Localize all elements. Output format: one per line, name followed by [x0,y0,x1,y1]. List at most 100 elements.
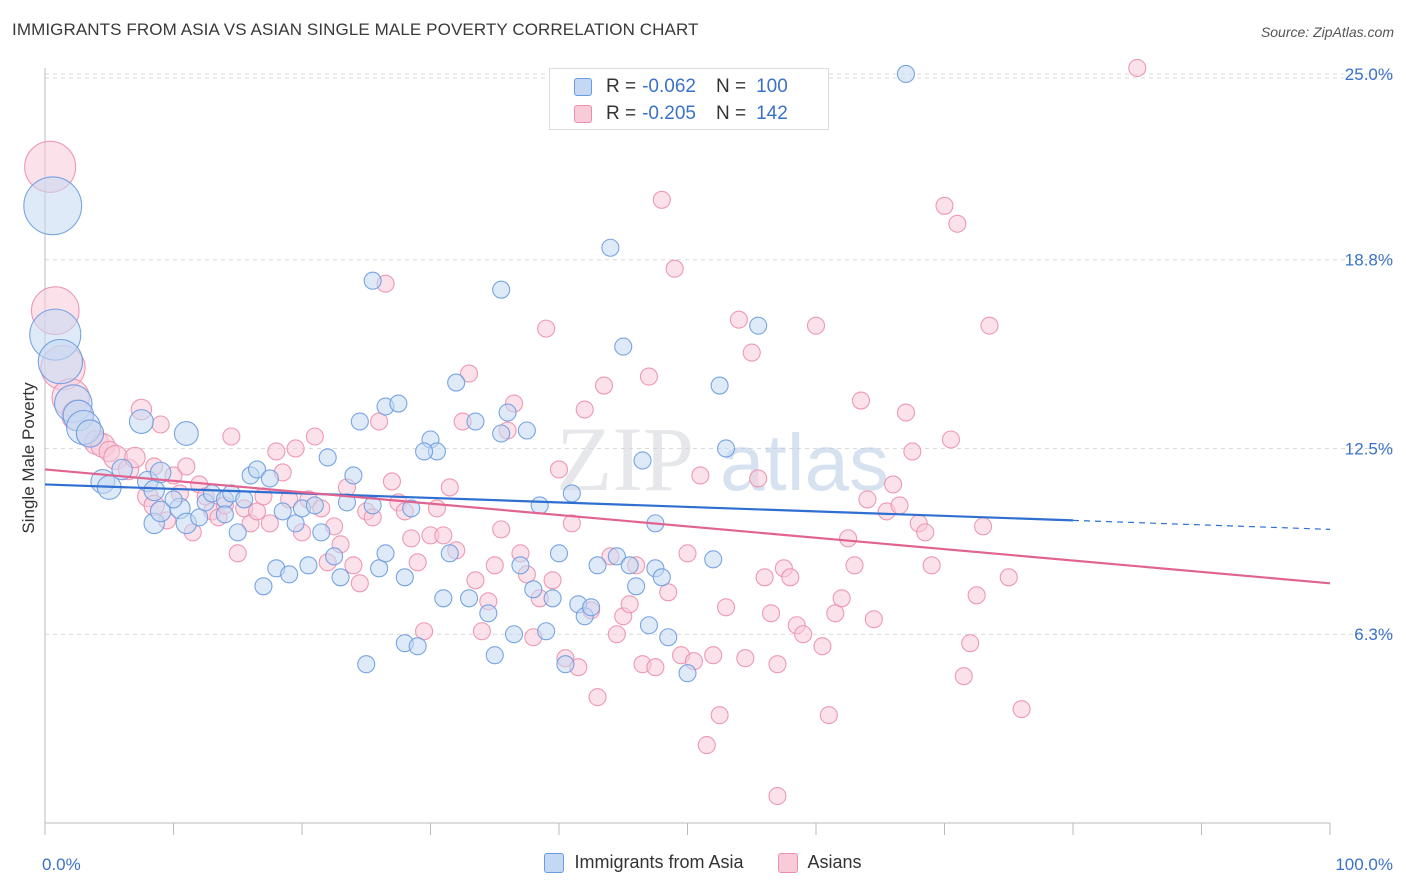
point-immigrants [549,544,569,563]
point-asians [864,610,883,629]
point-asians [254,487,273,506]
point-immigrants [614,337,633,356]
point-asians [903,442,922,461]
stats-swatch-asians [574,105,592,123]
point-asians [434,526,453,545]
point-immigrants [601,238,620,257]
point-immigrants [710,376,729,395]
point-immigrants [530,496,549,515]
stats-n-value: 100 [756,76,788,97]
point-immigrants [23,176,83,236]
x-tick-label: 0.0% [42,855,81,874]
point-immigrants [543,589,562,608]
point-immigrants [395,568,414,587]
point-asians [646,658,665,677]
point-asians [492,520,511,539]
point-asians [440,478,459,497]
point-asians [459,364,479,383]
point-immigrants [434,589,453,608]
point-asians [151,415,170,434]
y-tick-label: 12.5% [1345,439,1393,458]
point-asians [427,499,446,518]
point-asians [639,367,659,386]
point-asians [543,571,562,590]
point-asians [768,655,787,674]
stats-r-label: R = [606,76,637,97]
legend-item-asians[interactable]: Asians [777,852,862,873]
stats-n-label: N = [715,103,747,124]
point-immigrants [659,628,678,647]
point-asians [884,475,903,494]
point-immigrants [639,616,659,635]
point-asians [659,583,678,602]
point-immigrants [408,637,427,656]
bottom-legend: Immigrants from Asia Asians [0,852,1406,873]
point-immigrants [331,568,350,587]
point-immigrants [376,544,395,563]
point-asians [961,634,980,653]
legend-item-immigrants[interactable]: Immigrants from Asia [544,852,744,873]
legend-label-asians: Asians [807,852,862,872]
point-immigrants [305,496,324,515]
point-immigrants [447,373,466,392]
point-immigrants [235,490,254,509]
point-asians [286,439,305,458]
point-immigrants [466,412,485,431]
stats-n-label: N = [715,76,747,97]
point-immigrants [517,421,536,440]
point-asians [954,667,973,686]
point-asians [588,688,607,707]
point-asians [851,391,871,410]
point-asians [697,736,716,755]
point-immigrants [479,604,498,623]
point-immigrants [357,655,376,674]
point-asians [1128,58,1147,78]
trend-line-asians [44,468,1331,585]
legend-swatch-asians [777,852,798,873]
point-immigrants [537,622,556,641]
point-asians [415,622,434,641]
stats-swatch-immigrants [574,78,592,96]
legend-swatch-immigrants [544,852,565,873]
point-immigrants [75,419,105,448]
point-asians [267,442,286,461]
point-asians [948,214,967,233]
stats-r-value: -0.205 [642,103,696,124]
point-immigrants [280,565,299,584]
point-asians [980,316,999,335]
point-asians [761,604,781,623]
point-immigrants [749,316,768,335]
point-immigrants [620,556,639,575]
point-asians [620,595,639,614]
point-asians [826,604,845,623]
y-axis-label: Single Male Poverty [19,382,38,534]
x-tick-label: 100.0% [1335,855,1393,874]
point-immigrants [607,547,626,566]
point-immigrants [627,577,646,596]
point-immigrants [440,544,459,563]
point-asians [382,472,402,491]
point-immigrants [704,550,723,569]
point-immigrants [896,64,916,84]
point-asians [537,319,556,338]
point-asians [607,625,626,644]
point-immigrants [164,490,183,509]
chart-title: IMMIGRANTS FROM ASIA VS ASIAN SINGLE MAL… [12,20,699,39]
stats-n-value: 142 [756,103,788,124]
gridlines [45,73,1395,635]
stats-r-label: R = [606,103,637,124]
tick-labels: 6.3% 12.5% 18.8% 25.0% 0.0% 100.0% [42,65,1393,874]
point-asians [710,706,729,725]
point-asians [350,574,369,593]
point-immigrants [149,461,172,484]
point-asians [344,556,363,575]
point-asians [896,403,916,422]
point-asians [755,568,774,587]
point-immigrants [588,556,607,575]
trend-lines [44,468,1331,585]
stats-row-immigrants: R = -0.062 N = 100 [574,74,788,100]
point-asians [177,457,196,476]
point-immigrants [402,499,421,518]
y-tick-label: 6.3% [1354,625,1393,644]
